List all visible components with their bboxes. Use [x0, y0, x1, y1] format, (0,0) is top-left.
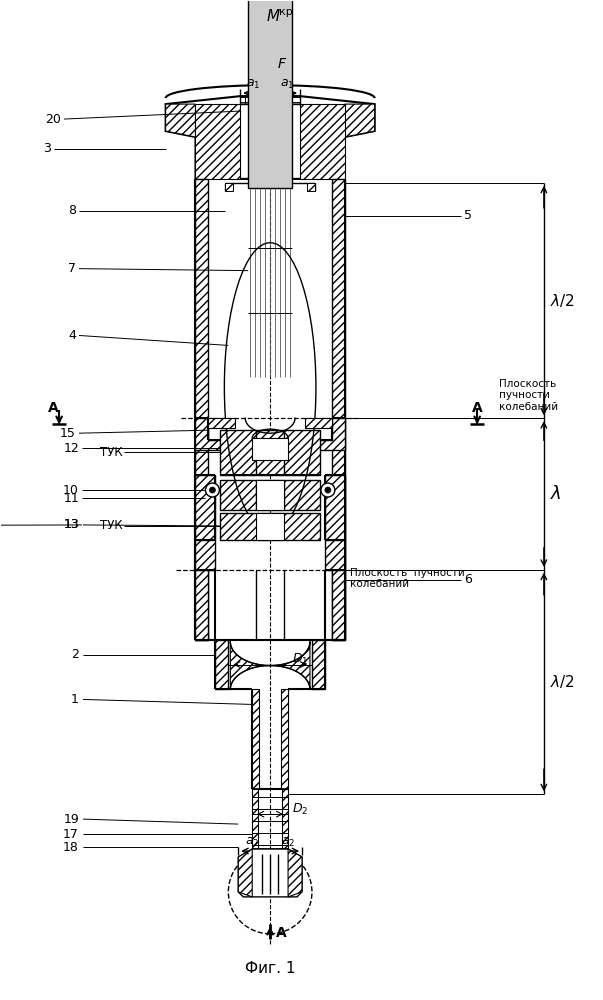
Polygon shape: [226, 183, 233, 191]
Text: 8: 8: [68, 204, 76, 217]
Text: 6: 6: [464, 573, 472, 586]
Text: 19: 19: [63, 813, 79, 826]
Polygon shape: [312, 640, 325, 689]
Polygon shape: [319, 418, 345, 450]
Polygon shape: [282, 789, 288, 849]
Polygon shape: [195, 179, 209, 640]
Polygon shape: [252, 438, 288, 460]
Text: ТУК: ТУК: [99, 519, 122, 532]
Text: 7: 7: [68, 262, 76, 275]
Polygon shape: [238, 849, 302, 897]
Text: 11: 11: [63, 492, 79, 505]
Text: $D_1$: $D_1$: [292, 652, 308, 667]
Text: Фиг. 1: Фиг. 1: [245, 961, 295, 976]
Polygon shape: [195, 475, 215, 540]
Polygon shape: [195, 418, 221, 450]
Polygon shape: [230, 642, 310, 689]
Text: Плоскость
пучности
колебаний: Плоскость пучности колебаний: [499, 379, 558, 412]
Text: $a_1$: $a_1$: [280, 78, 294, 91]
Text: 4: 4: [68, 329, 76, 342]
Text: A: A: [276, 926, 287, 940]
Text: $M$: $M$: [266, 8, 280, 24]
Polygon shape: [166, 104, 195, 137]
Text: 17: 17: [63, 828, 79, 841]
Polygon shape: [238, 849, 252, 897]
Text: $a_2$: $a_2$: [281, 835, 295, 849]
Text: 3: 3: [43, 142, 51, 155]
Polygon shape: [220, 430, 320, 475]
Text: $\lambda/2$: $\lambda/2$: [550, 673, 574, 690]
Polygon shape: [300, 104, 345, 179]
Polygon shape: [252, 689, 259, 789]
Circle shape: [321, 483, 335, 497]
Circle shape: [209, 487, 215, 493]
Text: 20: 20: [45, 113, 61, 126]
Polygon shape: [166, 96, 374, 179]
Polygon shape: [281, 689, 288, 789]
Text: 13: 13: [63, 518, 79, 531]
Text: 2: 2: [71, 648, 79, 661]
Text: $\lambda$: $\lambda$: [550, 485, 561, 503]
Polygon shape: [215, 640, 229, 689]
Polygon shape: [195, 540, 215, 570]
Text: $D_2$: $D_2$: [292, 802, 308, 817]
Bar: [248, 0, 292, 188]
Text: кр: кр: [279, 7, 293, 17]
Polygon shape: [252, 789, 258, 849]
Text: ТУК: ТУК: [99, 446, 122, 459]
Polygon shape: [288, 849, 302, 897]
Polygon shape: [256, 480, 284, 510]
Text: 12: 12: [63, 442, 79, 455]
Polygon shape: [332, 179, 345, 640]
Polygon shape: [307, 183, 315, 191]
Text: 13: 13: [63, 518, 79, 531]
Polygon shape: [305, 418, 332, 428]
Text: A: A: [48, 401, 58, 415]
Text: A: A: [472, 401, 482, 415]
Polygon shape: [195, 104, 240, 179]
Text: 5: 5: [464, 209, 472, 222]
Text: 18: 18: [63, 841, 79, 854]
Text: 10: 10: [63, 484, 79, 497]
Polygon shape: [220, 513, 320, 540]
Polygon shape: [345, 104, 374, 137]
Polygon shape: [195, 570, 209, 640]
Text: $\lambda/2$: $\lambda/2$: [550, 292, 574, 309]
Polygon shape: [325, 540, 345, 570]
Circle shape: [206, 483, 219, 497]
Polygon shape: [256, 513, 284, 540]
Text: $F$: $F$: [277, 57, 287, 71]
Polygon shape: [240, 96, 300, 104]
Polygon shape: [220, 480, 320, 510]
Polygon shape: [325, 475, 345, 540]
Text: 15: 15: [60, 427, 76, 440]
Text: $a_2$: $a_2$: [245, 835, 259, 849]
Circle shape: [325, 487, 331, 493]
Polygon shape: [332, 570, 345, 640]
Text: $a_1$: $a_1$: [246, 78, 260, 91]
Text: Плоскость  пучности
колебаний: Плоскость пучности колебаний: [350, 568, 464, 589]
Text: 1: 1: [71, 693, 79, 706]
Polygon shape: [209, 418, 235, 428]
